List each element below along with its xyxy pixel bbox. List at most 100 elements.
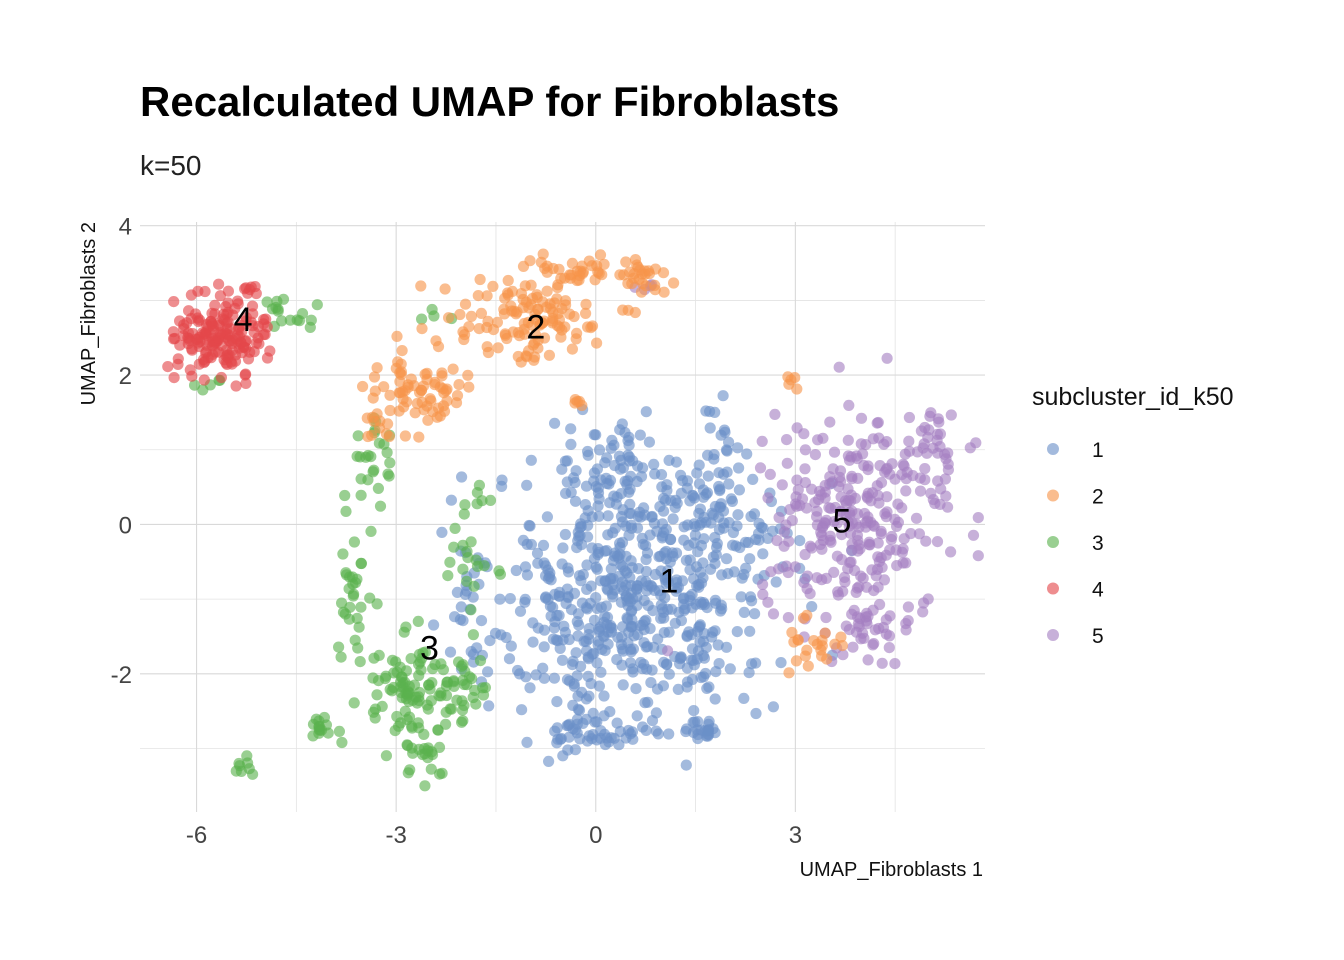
point-cluster-1 (723, 478, 735, 490)
point-cluster-1 (707, 551, 720, 563)
legend-label-4: 4 (1092, 579, 1104, 602)
point-cluster-3 (293, 315, 305, 327)
point-cluster-4 (264, 345, 276, 357)
point-cluster-5 (920, 535, 932, 547)
point-cluster-4 (221, 317, 233, 329)
point-cluster-1 (617, 561, 629, 573)
point-cluster-1 (575, 660, 587, 673)
point-cluster-5 (799, 477, 812, 489)
point-cluster-3 (320, 719, 332, 731)
point-cluster-2 (502, 274, 514, 287)
point-cluster-3 (355, 489, 367, 501)
point-cluster-5 (933, 416, 945, 428)
point-cluster-5 (872, 537, 884, 549)
point-cluster-3 (425, 763, 437, 775)
point-cluster-2 (491, 316, 503, 328)
point-cluster-2 (816, 640, 828, 652)
point-cluster-1 (648, 458, 660, 470)
point-cluster-1 (634, 429, 646, 441)
point-cluster-5 (876, 657, 888, 669)
point-cluster-5 (880, 511, 893, 523)
point-cluster-5 (662, 645, 674, 657)
point-cluster-5 (914, 472, 926, 484)
point-cluster-1 (684, 591, 696, 603)
point-cluster-4 (186, 370, 198, 382)
point-cluster-1 (560, 487, 572, 499)
point-cluster-3 (337, 548, 349, 560)
point-cluster-5 (817, 432, 829, 444)
point-cluster-1 (731, 626, 743, 638)
point-cluster-3 (403, 695, 415, 708)
point-cluster-5 (861, 490, 873, 503)
point-cluster-2 (564, 269, 576, 281)
point-cluster-4 (239, 283, 251, 295)
point-cluster-3 (413, 686, 426, 699)
point-cluster-2 (553, 263, 565, 275)
point-cluster-2 (529, 328, 542, 340)
point-cluster-2 (475, 307, 487, 319)
point-cluster-5 (889, 658, 901, 670)
point-cluster-1 (484, 635, 496, 647)
point-cluster-2 (618, 269, 630, 281)
point-cluster-1 (688, 573, 700, 585)
point-cluster-1 (738, 692, 750, 705)
point-cluster-1 (670, 577, 682, 589)
point-cluster-1 (681, 662, 693, 674)
point-cluster-1 (665, 495, 677, 507)
point-cluster-5 (858, 632, 870, 644)
point-cluster-1 (678, 599, 690, 611)
point-cluster-2 (576, 399, 588, 412)
point-cluster-4 (240, 315, 252, 327)
point-cluster-1 (444, 646, 457, 658)
point-cluster-1 (625, 646, 637, 658)
point-cluster-1 (591, 602, 603, 615)
point-cluster-1 (454, 613, 466, 626)
point-cluster-2 (598, 258, 610, 270)
point-cluster-1 (569, 744, 582, 756)
point-cluster-5 (932, 475, 944, 487)
point-cluster-2 (555, 272, 567, 285)
x-tick-label: -6 (186, 822, 207, 849)
point-cluster-3 (428, 310, 440, 322)
point-cluster-4 (192, 285, 204, 297)
point-cluster-1 (603, 478, 615, 490)
point-cluster-1 (656, 603, 668, 615)
point-cluster-2 (668, 277, 680, 289)
point-cluster-1 (455, 601, 467, 613)
point-cluster-1 (631, 591, 643, 603)
point-cluster-3 (458, 699, 470, 712)
point-cluster-2 (566, 343, 579, 355)
point-cluster-5 (843, 624, 856, 636)
point-cluster-1 (505, 640, 517, 652)
point-cluster-1 (767, 701, 780, 713)
point-cluster-1 (519, 593, 531, 606)
point-cluster-3 (368, 464, 380, 476)
point-cluster-5 (880, 549, 892, 561)
point-cluster-2 (649, 279, 661, 291)
point-cluster-1 (494, 593, 506, 605)
point-cluster-5 (872, 551, 884, 563)
point-cluster-1 (483, 700, 495, 712)
point-cluster-1 (599, 610, 611, 623)
point-cluster-5 (855, 412, 868, 424)
point-cluster-5 (919, 463, 931, 475)
point-cluster-1 (745, 510, 757, 523)
point-cluster-1 (643, 436, 656, 448)
point-cluster-3 (402, 739, 414, 752)
point-cluster-2 (801, 609, 813, 622)
point-cluster-2 (463, 381, 475, 393)
x-axis-title: UMAP_Fibroblasts 1 (800, 859, 983, 881)
point-cluster-5 (767, 608, 780, 620)
point-cluster-2 (537, 317, 549, 329)
point-cluster-1 (569, 495, 582, 507)
point-cluster-1 (657, 680, 670, 692)
point-cluster-5 (837, 649, 849, 661)
point-cluster-4 (239, 335, 251, 347)
point-cluster-1 (565, 423, 577, 435)
point-cluster-2 (580, 307, 592, 319)
point-cluster-2 (368, 371, 381, 383)
point-cluster-1 (540, 591, 552, 603)
point-cluster-1 (688, 518, 700, 530)
point-cluster-1 (583, 690, 595, 702)
point-cluster-5 (900, 624, 912, 636)
